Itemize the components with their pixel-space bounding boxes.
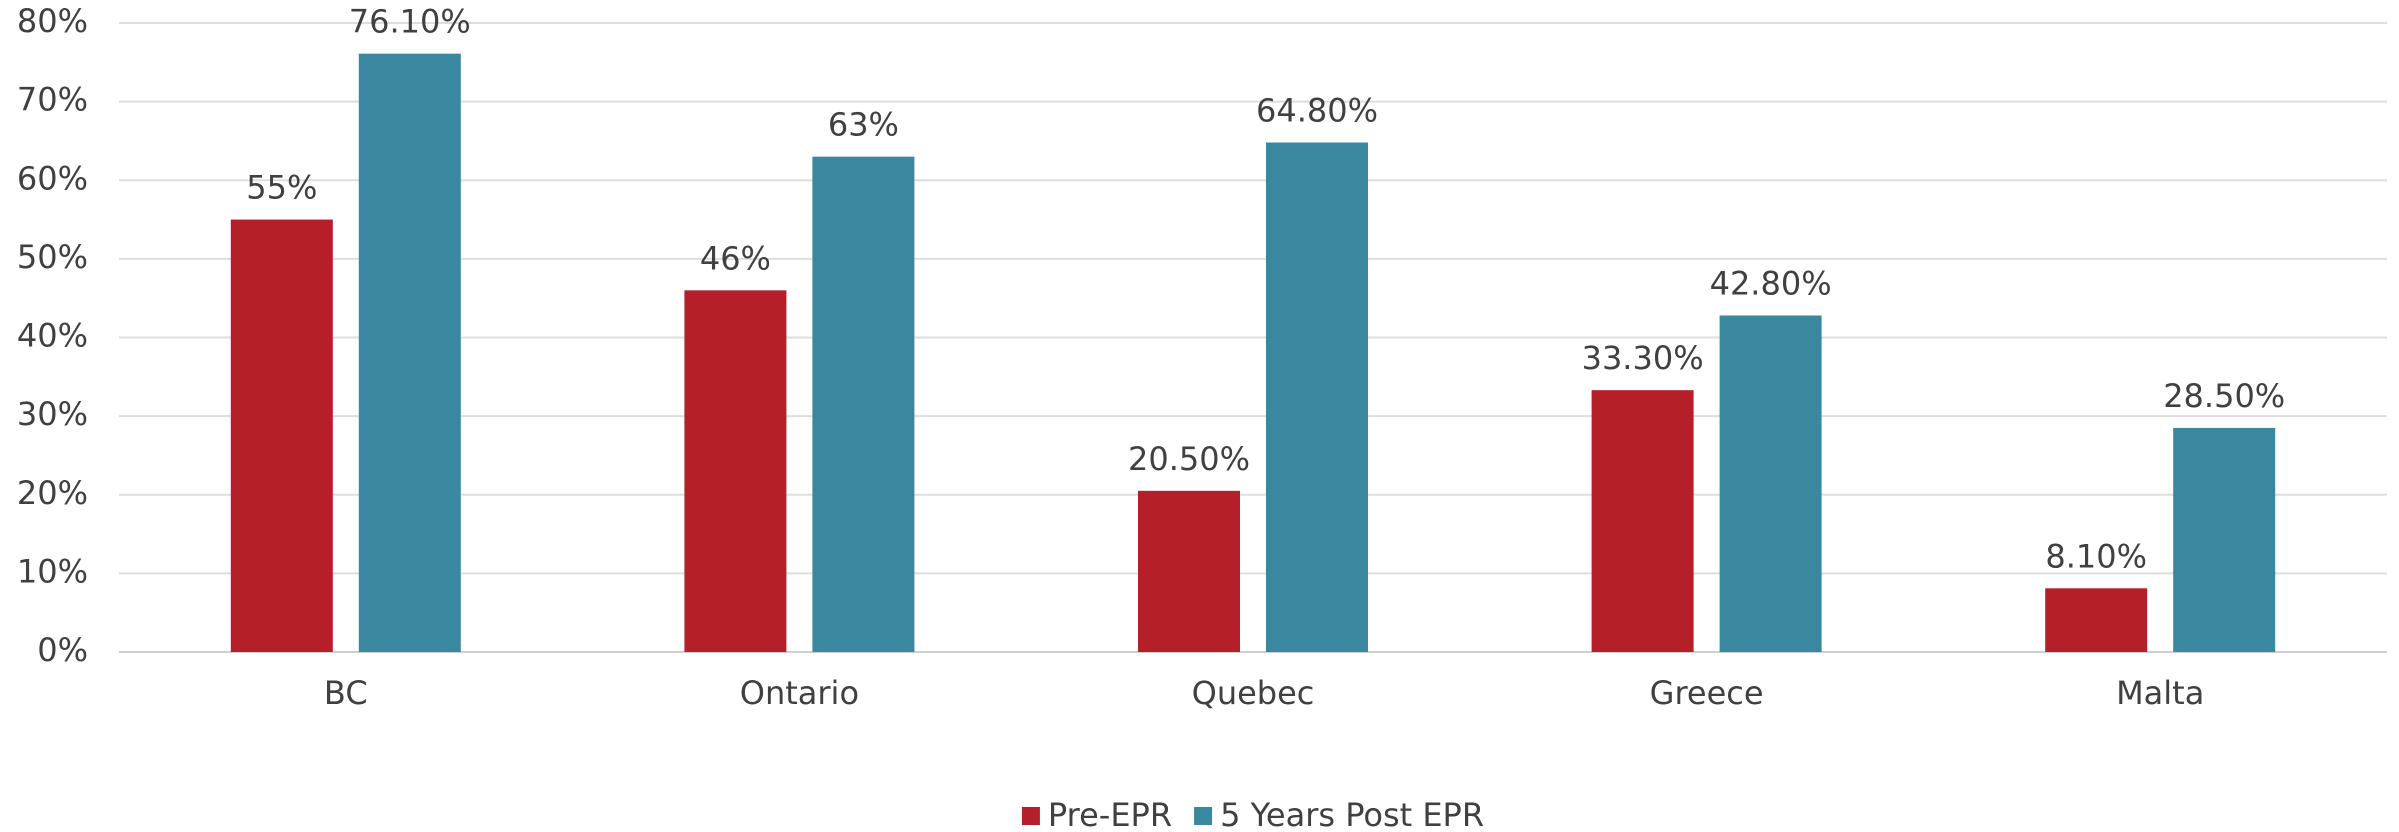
bar [1266,142,1368,652]
data-label: 76.10% [349,3,471,41]
data-label: 28.50% [2163,377,2285,415]
y-tick-label: 60% [17,159,88,197]
bar [684,290,787,652]
y-tick-label: 20% [17,474,88,512]
x-tick-label: BC [324,674,368,712]
bar [812,156,915,652]
bar [230,219,333,652]
x-tick-label: Quebec [1192,674,1315,712]
bar [1138,490,1240,652]
y-tick-label: 70% [17,81,88,119]
x-tick-label: Malta [2116,674,2204,712]
bar [2045,588,2148,652]
y-tick-label: 40% [17,317,88,355]
data-label: 8.10% [2045,537,2147,575]
bar [2173,427,2276,652]
y-tick-label: 80% [17,2,88,40]
bar [1591,390,1694,652]
data-label: 55% [246,169,317,207]
bar [358,53,461,652]
x-tick-label: Ontario [740,674,859,712]
legend-label: Pre-EPR [1048,796,1172,832]
data-label: 33.30% [1582,339,1704,377]
data-label: 46% [700,239,771,277]
legend-swatch [1194,807,1213,825]
legend-swatch [1021,807,1040,825]
data-label: 42.80% [1710,264,1832,302]
bar [1719,315,1822,652]
x-tick-label: Greece [1650,674,1764,712]
y-tick-label: 30% [17,395,88,433]
y-tick-label: 10% [17,552,88,590]
data-label: 63% [828,106,899,144]
data-label: 20.50% [1128,440,1250,478]
y-tick-label: 0% [37,631,88,669]
legend-label: 5 Years Post EPR [1220,796,1484,832]
y-tick-label: 50% [17,238,88,276]
data-label: 64.80% [1256,92,1378,130]
